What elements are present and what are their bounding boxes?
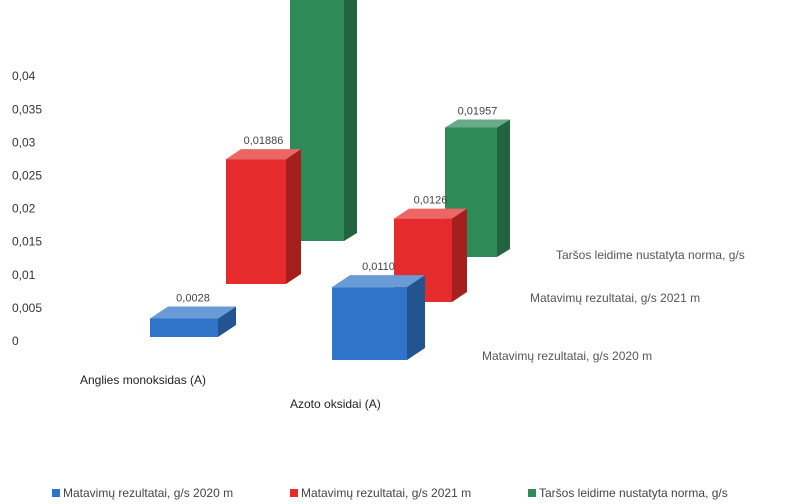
bar: 0,01886 — [226, 135, 301, 284]
y-tick-label: 0,035 — [12, 102, 42, 116]
series-axis-label: Taršos leidime nustatyta norma, g/s — [556, 248, 745, 262]
data-label: 0,01957 — [458, 105, 498, 117]
y-tick-label: 0 — [12, 334, 19, 348]
y-tick-label: 0,005 — [12, 301, 42, 315]
data-label: 0,0126 — [414, 195, 448, 207]
data-label: 0,0028 — [176, 292, 210, 304]
y-tick-label: 0,025 — [12, 169, 42, 183]
bar-side — [407, 275, 425, 360]
bar: 0,01957 — [445, 105, 510, 258]
bar-side — [497, 119, 510, 258]
legend-label: Matavimų rezultatai, g/s 2020 m — [63, 486, 233, 500]
data-label: 0,01886 — [244, 135, 284, 147]
y-tick-label: 0,02 — [12, 202, 36, 216]
bar-side — [452, 208, 467, 302]
legend-label: Matavimų rezultatai, g/s 2021 m — [301, 486, 471, 500]
y-tick-label: 0,015 — [12, 235, 42, 249]
y-tick-label: 0,01 — [12, 268, 36, 282]
category-labels: Anglies monoksidas (A) Azoto oksidai (A) — [80, 373, 381, 411]
category-label: Azoto oksidai (A) — [290, 397, 381, 411]
category-label: Anglies monoksidas (A) — [80, 373, 206, 387]
series-axis-labels: Matavimų rezultatai, g/s 2020 m Matavimų … — [482, 248, 745, 363]
bar-front — [150, 318, 218, 337]
bar-front — [332, 287, 407, 360]
bar-side — [218, 306, 236, 337]
bar: 0,0110 — [332, 261, 425, 360]
legend-item: Taršos leidime nustatyta norma, g/s — [528, 486, 728, 500]
bar-top — [150, 306, 236, 319]
y-tick-label: 0,03 — [12, 135, 36, 149]
legend-swatch — [528, 489, 536, 497]
bar-front — [226, 159, 286, 284]
bar-top — [445, 119, 510, 128]
legend-item: Matavimų rezultatai, g/s 2021 m — [290, 486, 471, 500]
bar-top — [226, 149, 301, 160]
series-axis-label: Matavimų rezultatai, g/s 2021 m — [530, 291, 700, 305]
legend: Matavimų rezultatai, g/s 2020 m Matavimų … — [52, 486, 728, 500]
bar-side — [286, 149, 301, 284]
bar-top — [332, 275, 425, 288]
y-axis-ticks: 0 0,005 0,01 0,015 0,02 0,025 0,03 0,035 0,04 — [12, 69, 42, 348]
legend-swatch — [52, 489, 60, 497]
legend-item: Matavimų rezultatai, g/s 2020 m — [52, 486, 233, 500]
legend-label: Taršos leidime nustatyta norma, g/s — [539, 486, 728, 500]
series-axis-label: Matavimų rezultatai, g/s 2020 m — [482, 349, 652, 363]
bar: 0,0028 — [150, 292, 236, 337]
bar-side — [344, 0, 357, 241]
legend-swatch — [290, 489, 298, 497]
y-tick-label: 0,04 — [12, 69, 36, 83]
data-label: 0,0110 — [362, 261, 395, 273]
bar-top — [394, 208, 467, 219]
